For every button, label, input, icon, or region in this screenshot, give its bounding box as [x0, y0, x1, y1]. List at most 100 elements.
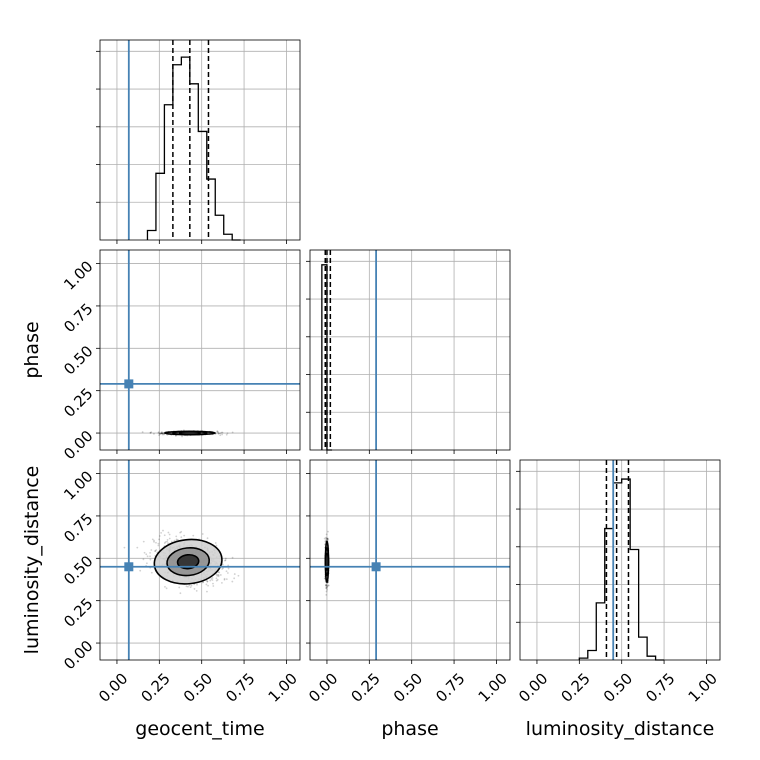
scatter-point	[206, 537, 209, 540]
scatter-point	[216, 574, 219, 577]
scatter-point	[173, 539, 176, 542]
x-axis-label-geocent-time: geocent_time	[135, 718, 264, 740]
scatter-point	[149, 551, 151, 554]
scatter-point	[207, 584, 209, 587]
scatter-point	[215, 544, 218, 547]
y-tick-label-phase-0: 0.00	[60, 427, 96, 463]
x-tick-label-phase-3: 0.75	[432, 670, 468, 706]
scatter-point	[157, 542, 160, 545]
scatter-point	[216, 573, 219, 576]
scatter-point	[161, 432, 164, 435]
scatter-point	[227, 567, 230, 570]
scatter-point	[209, 579, 212, 582]
y-axis-label-luminosity-distance: luminosity_distance	[21, 466, 43, 655]
scatter-point	[123, 546, 126, 549]
axis-labels: geocent_time phase luminosity_distance p…	[21, 321, 714, 740]
scatter-point	[325, 537, 328, 540]
scatter-point	[219, 574, 222, 576]
x-tick-label-luminosity_distance-3: 0.75	[642, 670, 678, 706]
scatter-point	[154, 550, 157, 553]
hist-luminosity_distance-bars	[578, 478, 665, 661]
scatter-point	[326, 538, 328, 541]
scatter-point	[216, 430, 219, 433]
x-tick-label-geocent_time-4: 1.00	[265, 670, 301, 706]
scatter-point	[222, 567, 224, 570]
pair-panel-geocent_time-vs-luminosity_distance	[96, 459, 301, 664]
scatter-point	[217, 574, 220, 577]
scatter-point	[323, 577, 326, 580]
scatter-point	[325, 586, 328, 589]
x-tick-label-phase-4: 1.00	[475, 670, 511, 706]
scatter-point	[161, 432, 164, 435]
scatter-point	[160, 432, 163, 434]
scatter-point	[205, 583, 208, 586]
scatter-point	[325, 533, 328, 536]
scatter-point	[325, 583, 328, 586]
scatter-point	[326, 586, 328, 589]
scatter-point	[190, 584, 193, 587]
scatter-point	[153, 539, 155, 542]
scatter-point	[237, 574, 240, 577]
scatter-point	[150, 431, 153, 434]
scatter-point	[217, 575, 220, 578]
scatter-point	[326, 538, 329, 540]
scatter-point	[326, 585, 329, 588]
scatter-point	[220, 431, 223, 434]
scatter-point	[327, 538, 330, 541]
scatter-point	[217, 432, 220, 435]
x-axis-label-phase: phase	[381, 718, 438, 740]
density-contour-0	[176, 553, 200, 570]
scatter-point	[166, 539, 169, 541]
scatter-point	[164, 541, 167, 543]
scatter-point	[216, 430, 219, 433]
scatter-point	[145, 562, 148, 565]
pair-frame	[99, 249, 301, 451]
density-contour-0	[178, 430, 201, 436]
scatter-point	[325, 536, 327, 539]
scatter-point	[324, 584, 327, 586]
y-tick-label-luminosity_distance-3: 0.75	[60, 510, 96, 546]
scatter-point	[159, 432, 162, 435]
scatter-point	[168, 537, 171, 540]
x-tick-label-geocent_time-1: 0.25	[137, 670, 173, 706]
scatter-point	[224, 559, 227, 562]
scatter-point	[185, 585, 188, 588]
scatter-point	[162, 529, 164, 532]
scatter-point	[226, 432, 229, 435]
scatter-point	[166, 540, 168, 543]
scatter-point	[218, 571, 221, 574]
scatter-point	[324, 584, 327, 587]
y-axis-label-phase: phase	[21, 321, 43, 378]
scatter-point	[189, 586, 192, 589]
scatter-point	[221, 581, 223, 584]
scatter-point	[158, 538, 160, 541]
truth-marker	[371, 562, 381, 572]
y-tick-label-phase-2: 0.50	[60, 342, 96, 378]
hist-luminosity_distance-frame	[519, 459, 721, 661]
scatter-point	[167, 531, 170, 534]
scatter-point	[180, 530, 183, 533]
scatter-point	[188, 584, 191, 587]
scatter-point	[159, 432, 162, 435]
scatter-point	[327, 584, 330, 587]
scatter-point	[155, 549, 158, 551]
scatter-point	[149, 555, 151, 558]
scatter-point	[325, 593, 328, 596]
scatter-point	[149, 431, 152, 434]
scatter-point	[231, 556, 234, 559]
scatter-point	[168, 533, 171, 536]
pair-inner	[123, 529, 240, 595]
scatter-point	[201, 533, 204, 535]
scatter-point	[325, 584, 328, 587]
y-tick-label-luminosity_distance-0: 0.00	[60, 637, 96, 673]
scatter-point	[210, 578, 213, 580]
scatter-point	[326, 588, 329, 591]
scatter-point	[211, 579, 214, 581]
hist-panel-phase	[306, 249, 511, 454]
scatter-point	[158, 432, 161, 435]
scatter-point	[155, 541, 157, 544]
scatter-point	[223, 578, 226, 581]
scatter-point	[158, 535, 161, 537]
scatter-point	[163, 542, 166, 544]
